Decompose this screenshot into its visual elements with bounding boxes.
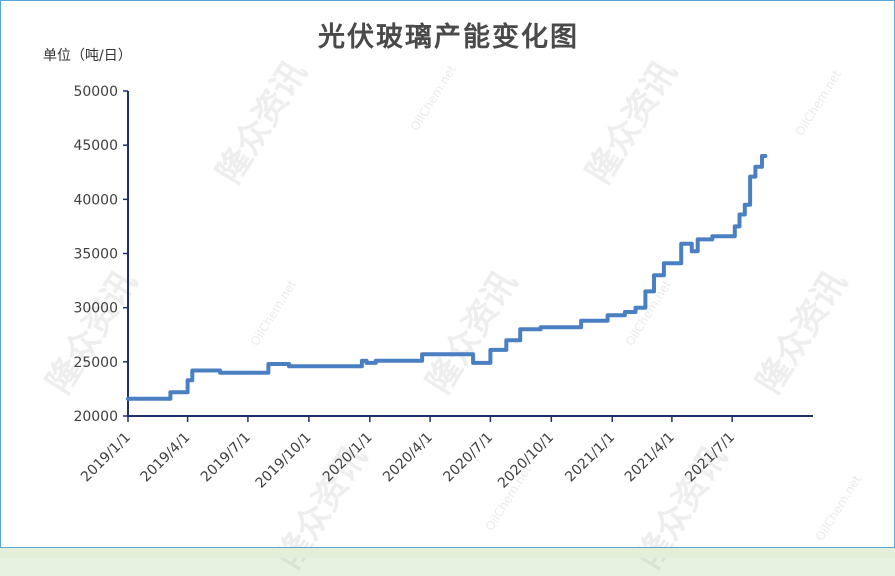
x-tick-label: 2020/4/1: [380, 430, 436, 486]
series-line: [126, 154, 768, 401]
x-tick-label: 2020/7/1: [440, 430, 496, 486]
y-tick-label: 30000: [73, 301, 118, 317]
chart-plot: 20000 25000 30000 35000 40000 45000 50000 2019/…: [73, 84, 813, 492]
x-tick-label: 2021/7/1: [682, 430, 738, 486]
x-tick-label: 2019/10/1: [253, 430, 315, 492]
y-tick-label: 45000: [73, 138, 118, 154]
y-tick-label: 25000: [73, 355, 118, 371]
chart-title: 光伏玻璃产能变化图: [318, 22, 579, 53]
x-tick-label: 2020/1/1: [320, 430, 376, 486]
x-tick-label: 2021/1/1: [562, 430, 618, 486]
x-tick-label: 2020/10/1: [495, 430, 557, 492]
y-tick-label: 50000: [73, 84, 118, 100]
y-tick-label: 20000: [73, 409, 118, 425]
x-tick-label: 2021/4/1: [622, 430, 678, 486]
y-tick-label: 35000: [73, 247, 118, 263]
bottom-band: [0, 548, 895, 558]
x-tick-label: 2019/7/1: [198, 430, 254, 486]
x-tick-label: 2019/1/1: [78, 430, 134, 486]
y-tick-label: 40000: [73, 192, 118, 208]
y-axis-label: 单位（吨/日）: [43, 48, 132, 64]
x-tick-label: 2019/4/1: [138, 430, 194, 486]
